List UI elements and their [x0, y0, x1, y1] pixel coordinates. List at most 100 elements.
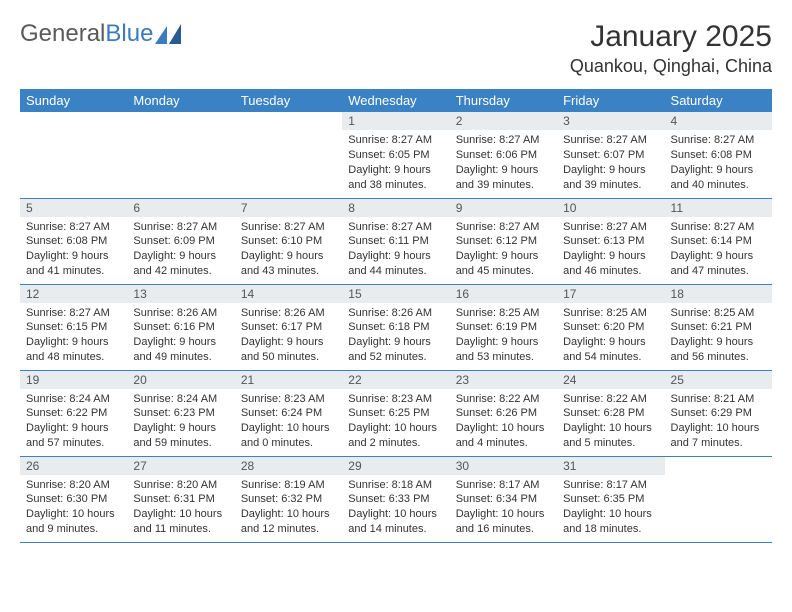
day-content: Sunrise: 8:27 AMSunset: 6:10 PMDaylight:… — [235, 217, 342, 283]
day-content: Sunrise: 8:26 AMSunset: 6:16 PMDaylight:… — [127, 303, 234, 369]
calendar-cell: 4Sunrise: 8:27 AMSunset: 6:08 PMDaylight… — [665, 112, 772, 198]
day-content: Sunrise: 8:24 AMSunset: 6:23 PMDaylight:… — [127, 389, 234, 455]
day-number: 27 — [127, 457, 234, 475]
calendar-week-row: 12Sunrise: 8:27 AMSunset: 6:15 PMDayligh… — [20, 284, 772, 370]
location: Quankou, Qinghai, China — [570, 56, 772, 77]
calendar-cell: 10Sunrise: 8:27 AMSunset: 6:13 PMDayligh… — [557, 198, 664, 284]
calendar-cell: 25Sunrise: 8:21 AMSunset: 6:29 PMDayligh… — [665, 370, 772, 456]
day-header: Sunday — [20, 89, 127, 112]
day-number: 26 — [20, 457, 127, 475]
day-content: Sunrise: 8:24 AMSunset: 6:22 PMDaylight:… — [20, 389, 127, 455]
day-content: Sunrise: 8:25 AMSunset: 6:19 PMDaylight:… — [450, 303, 557, 369]
day-content: Sunrise: 8:27 AMSunset: 6:11 PMDaylight:… — [342, 217, 449, 283]
day-content: Sunrise: 8:27 AMSunset: 6:15 PMDaylight:… — [20, 303, 127, 369]
day-number: 31 — [557, 457, 664, 475]
day-header: Thursday — [450, 89, 557, 112]
calendar-cell: 24Sunrise: 8:22 AMSunset: 6:28 PMDayligh… — [557, 370, 664, 456]
day-number: 23 — [450, 371, 557, 389]
day-number: 9 — [450, 199, 557, 217]
day-content: Sunrise: 8:21 AMSunset: 6:29 PMDaylight:… — [665, 389, 772, 455]
day-number: 29 — [342, 457, 449, 475]
day-content: Sunrise: 8:17 AMSunset: 6:34 PMDaylight:… — [450, 475, 557, 541]
day-number: 13 — [127, 285, 234, 303]
day-content: Sunrise: 8:27 AMSunset: 6:08 PMDaylight:… — [665, 130, 772, 196]
day-content: Sunrise: 8:18 AMSunset: 6:33 PMDaylight:… — [342, 475, 449, 541]
month-title: January 2025 — [570, 20, 772, 54]
calendar-cell — [235, 112, 342, 198]
day-number: 15 — [342, 285, 449, 303]
calendar-cell: 12Sunrise: 8:27 AMSunset: 6:15 PMDayligh… — [20, 284, 127, 370]
day-header: Tuesday — [235, 89, 342, 112]
day-content: Sunrise: 8:23 AMSunset: 6:24 PMDaylight:… — [235, 389, 342, 455]
day-number: 18 — [665, 285, 772, 303]
day-content: Sunrise: 8:27 AMSunset: 6:09 PMDaylight:… — [127, 217, 234, 283]
day-number: 2 — [450, 112, 557, 130]
day-number: 1 — [342, 112, 449, 130]
calendar-cell: 13Sunrise: 8:26 AMSunset: 6:16 PMDayligh… — [127, 284, 234, 370]
calendar-cell: 17Sunrise: 8:25 AMSunset: 6:20 PMDayligh… — [557, 284, 664, 370]
day-content: Sunrise: 8:27 AMSunset: 6:14 PMDaylight:… — [665, 217, 772, 283]
calendar-week-row: 26Sunrise: 8:20 AMSunset: 6:30 PMDayligh… — [20, 456, 772, 542]
logo-text-blue: Blue — [105, 20, 153, 47]
calendar-cell: 23Sunrise: 8:22 AMSunset: 6:26 PMDayligh… — [450, 370, 557, 456]
calendar-cell: 7Sunrise: 8:27 AMSunset: 6:10 PMDaylight… — [235, 198, 342, 284]
day-content: Sunrise: 8:25 AMSunset: 6:20 PMDaylight:… — [557, 303, 664, 369]
day-number: 20 — [127, 371, 234, 389]
logo-text-gray: General — [20, 20, 105, 47]
calendar-cell — [665, 456, 772, 542]
day-content: Sunrise: 8:27 AMSunset: 6:12 PMDaylight:… — [450, 217, 557, 283]
calendar-cell: 21Sunrise: 8:23 AMSunset: 6:24 PMDayligh… — [235, 370, 342, 456]
day-content: Sunrise: 8:20 AMSunset: 6:30 PMDaylight:… — [20, 475, 127, 541]
day-content: Sunrise: 8:26 AMSunset: 6:18 PMDaylight:… — [342, 303, 449, 369]
logo-text: GeneralBlue — [20, 20, 153, 48]
calendar-cell — [127, 112, 234, 198]
calendar-cell: 18Sunrise: 8:25 AMSunset: 6:21 PMDayligh… — [665, 284, 772, 370]
day-number: 24 — [557, 371, 664, 389]
day-content: Sunrise: 8:26 AMSunset: 6:17 PMDaylight:… — [235, 303, 342, 369]
day-header: Saturday — [665, 89, 772, 112]
calendar-cell: 22Sunrise: 8:23 AMSunset: 6:25 PMDayligh… — [342, 370, 449, 456]
calendar-cell: 5Sunrise: 8:27 AMSunset: 6:08 PMDaylight… — [20, 198, 127, 284]
day-number: 5 — [20, 199, 127, 217]
logo-sail-icon — [155, 24, 181, 44]
day-number: 17 — [557, 285, 664, 303]
day-content: Sunrise: 8:27 AMSunset: 6:07 PMDaylight:… — [557, 130, 664, 196]
calendar-cell: 3Sunrise: 8:27 AMSunset: 6:07 PMDaylight… — [557, 112, 664, 198]
day-content: Sunrise: 8:27 AMSunset: 6:13 PMDaylight:… — [557, 217, 664, 283]
calendar-cell — [20, 112, 127, 198]
day-header: Monday — [127, 89, 234, 112]
day-content: Sunrise: 8:22 AMSunset: 6:28 PMDaylight:… — [557, 389, 664, 455]
calendar-cell: 11Sunrise: 8:27 AMSunset: 6:14 PMDayligh… — [665, 198, 772, 284]
day-header: Wednesday — [342, 89, 449, 112]
day-content: Sunrise: 8:25 AMSunset: 6:21 PMDaylight:… — [665, 303, 772, 369]
calendar-body: 1Sunrise: 8:27 AMSunset: 6:05 PMDaylight… — [20, 112, 772, 542]
calendar-cell: 27Sunrise: 8:20 AMSunset: 6:31 PMDayligh… — [127, 456, 234, 542]
calendar-cell: 26Sunrise: 8:20 AMSunset: 6:30 PMDayligh… — [20, 456, 127, 542]
calendar-cell: 20Sunrise: 8:24 AMSunset: 6:23 PMDayligh… — [127, 370, 234, 456]
day-content: Sunrise: 8:23 AMSunset: 6:25 PMDaylight:… — [342, 389, 449, 455]
header: GeneralBlue January 2025 Quankou, Qingha… — [20, 20, 772, 77]
calendar-cell: 2Sunrise: 8:27 AMSunset: 6:06 PMDaylight… — [450, 112, 557, 198]
day-number: 8 — [342, 199, 449, 217]
day-number: 11 — [665, 199, 772, 217]
calendar-cell: 28Sunrise: 8:19 AMSunset: 6:32 PMDayligh… — [235, 456, 342, 542]
day-content: Sunrise: 8:27 AMSunset: 6:08 PMDaylight:… — [20, 217, 127, 283]
day-content: Sunrise: 8:17 AMSunset: 6:35 PMDaylight:… — [557, 475, 664, 541]
calendar-table: SundayMondayTuesdayWednesdayThursdayFrid… — [20, 89, 772, 543]
calendar-cell: 19Sunrise: 8:24 AMSunset: 6:22 PMDayligh… — [20, 370, 127, 456]
day-number: 25 — [665, 371, 772, 389]
calendar-cell: 14Sunrise: 8:26 AMSunset: 6:17 PMDayligh… — [235, 284, 342, 370]
calendar-week-row: 1Sunrise: 8:27 AMSunset: 6:05 PMDaylight… — [20, 112, 772, 198]
day-header: Friday — [557, 89, 664, 112]
day-number: 4 — [665, 112, 772, 130]
calendar-cell: 6Sunrise: 8:27 AMSunset: 6:09 PMDaylight… — [127, 198, 234, 284]
day-number: 6 — [127, 199, 234, 217]
day-number: 28 — [235, 457, 342, 475]
day-number: 19 — [20, 371, 127, 389]
day-number: 21 — [235, 371, 342, 389]
day-number: 30 — [450, 457, 557, 475]
calendar-cell: 30Sunrise: 8:17 AMSunset: 6:34 PMDayligh… — [450, 456, 557, 542]
calendar-cell: 9Sunrise: 8:27 AMSunset: 6:12 PMDaylight… — [450, 198, 557, 284]
calendar-cell: 8Sunrise: 8:27 AMSunset: 6:11 PMDaylight… — [342, 198, 449, 284]
calendar-cell: 16Sunrise: 8:25 AMSunset: 6:19 PMDayligh… — [450, 284, 557, 370]
